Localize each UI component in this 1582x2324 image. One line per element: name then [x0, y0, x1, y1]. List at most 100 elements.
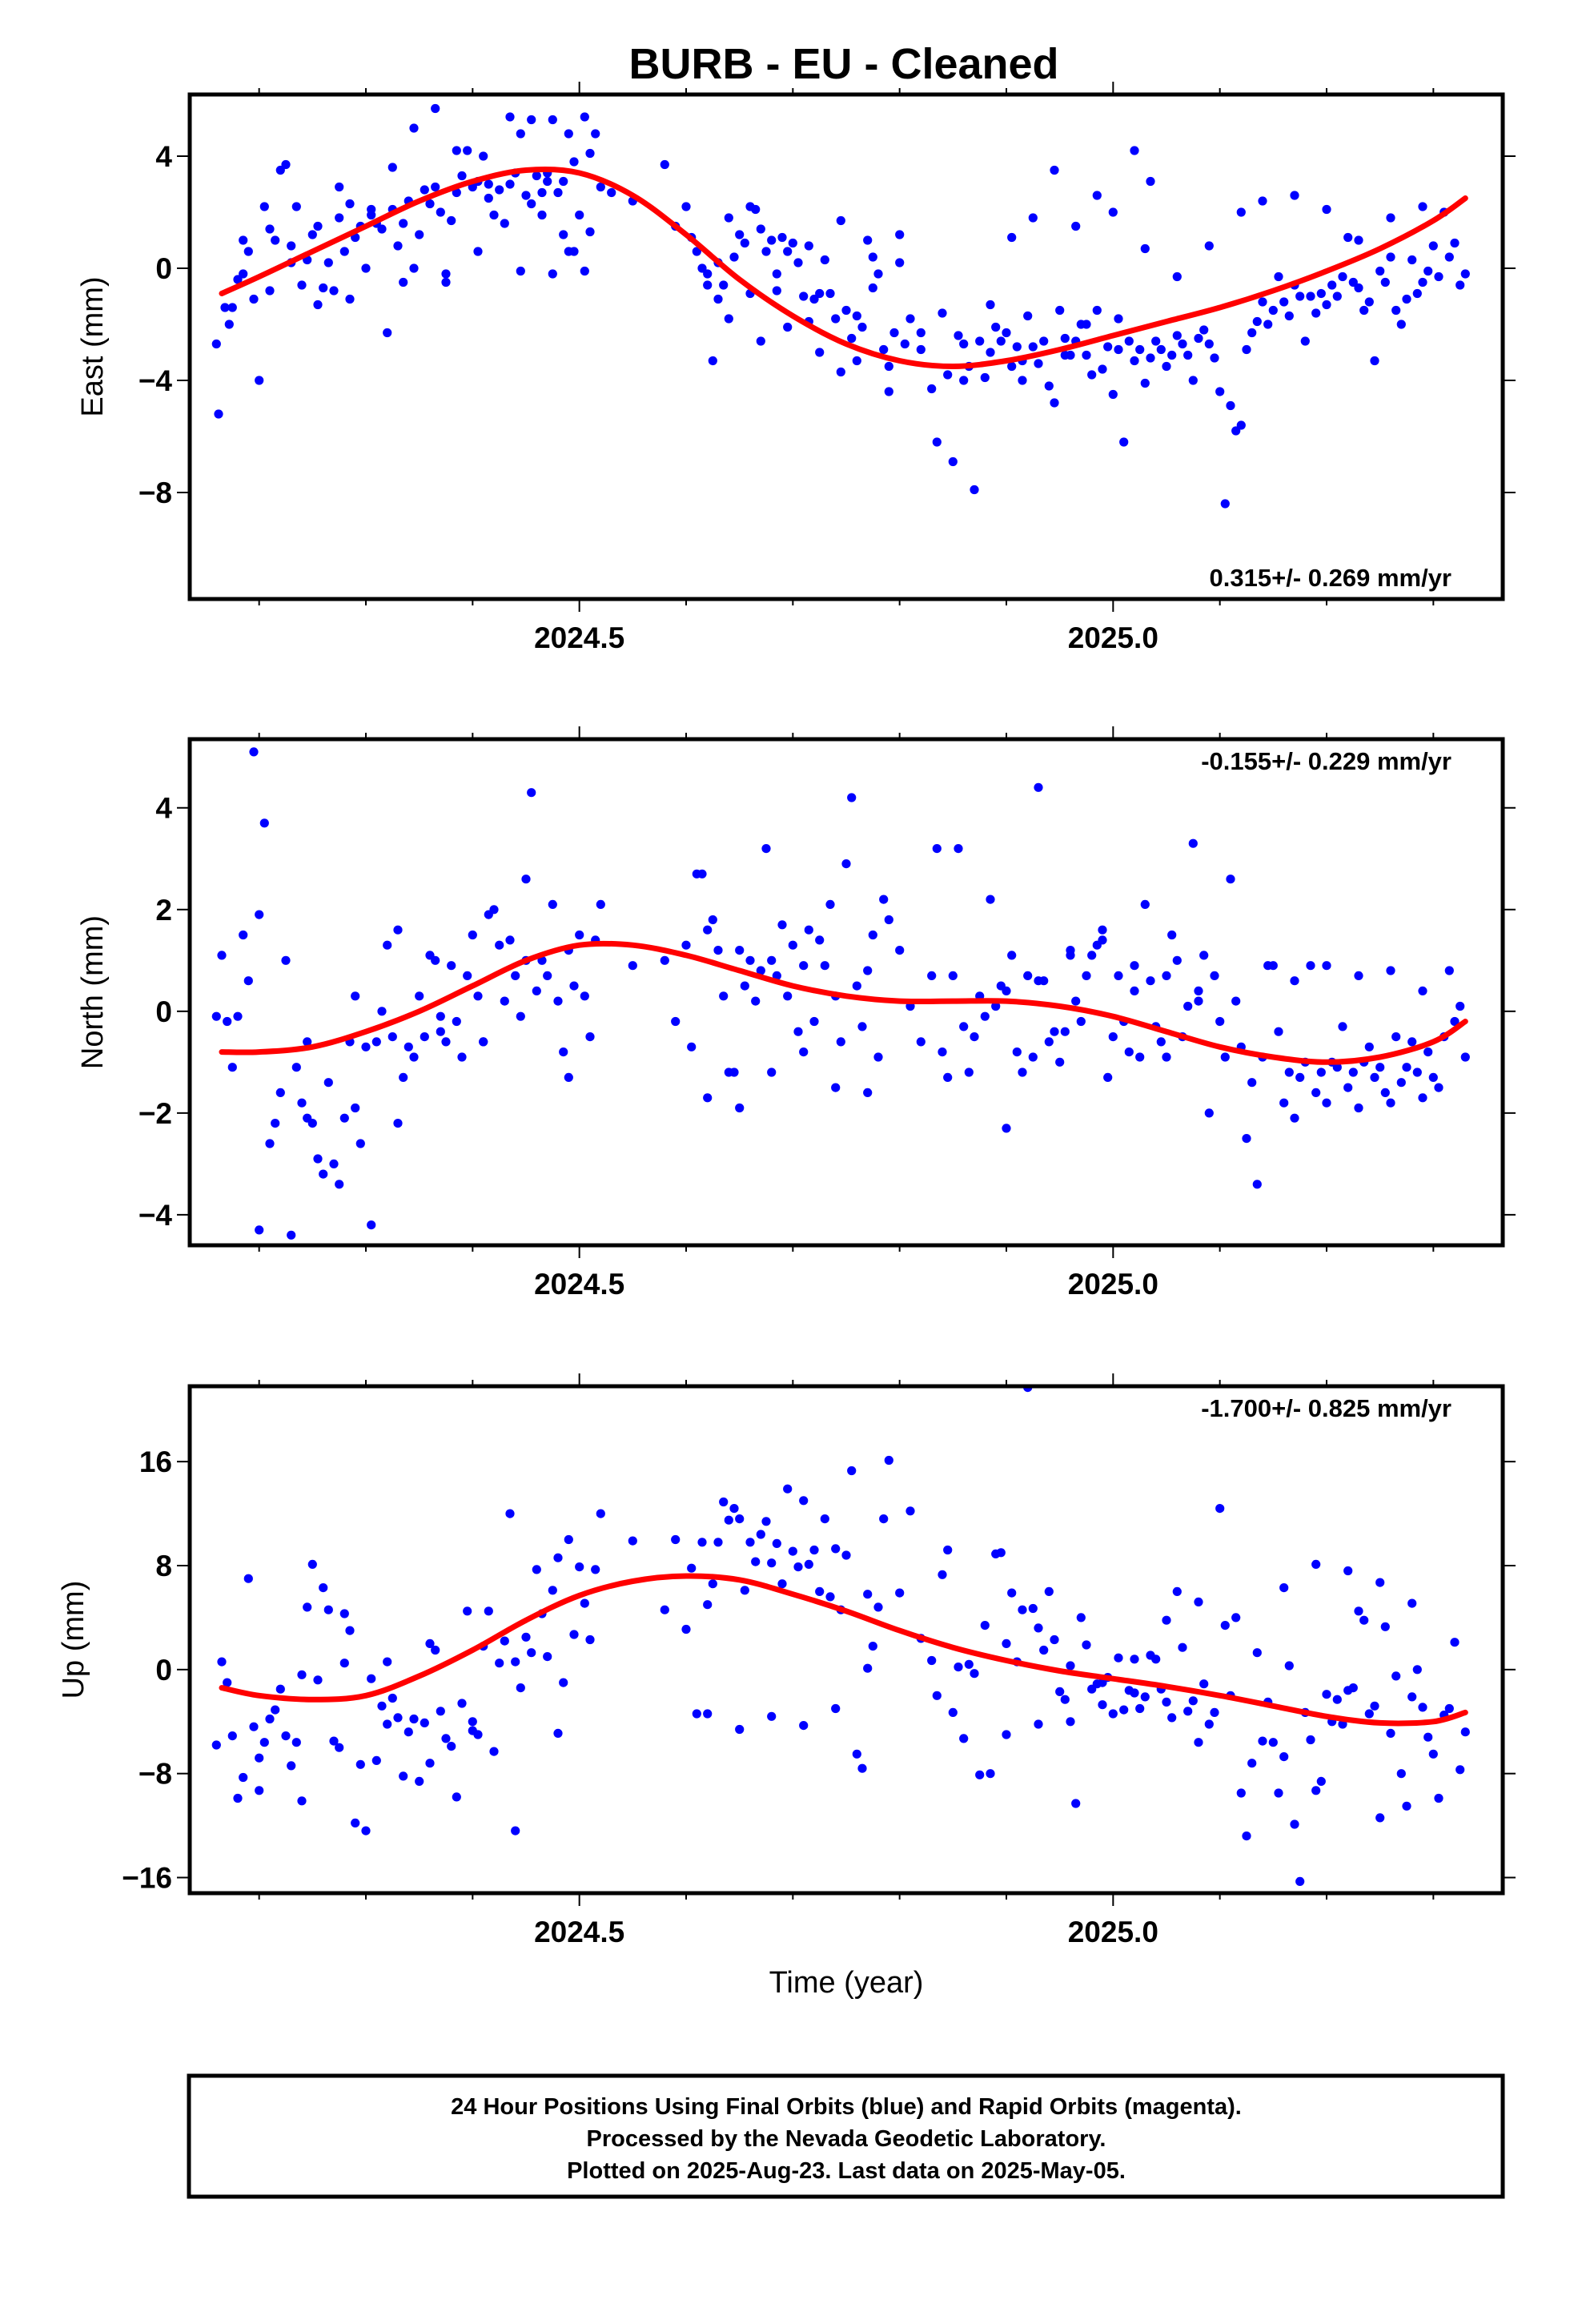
north-data-point [703, 1093, 713, 1103]
up-data-point [313, 1675, 323, 1685]
up-data-point [671, 1534, 681, 1545]
north-data-point [479, 1037, 488, 1047]
up-data-point [393, 1713, 403, 1723]
north-data-point [393, 925, 403, 935]
up-data-point [1028, 1603, 1038, 1614]
north-data-point [783, 991, 793, 1001]
east-data-point [719, 280, 729, 290]
east-data-point [1215, 387, 1225, 396]
up-data-point [1039, 1645, 1049, 1655]
east-velocity-label: 0.315+/- 0.269 mm/yr [1210, 564, 1452, 592]
east-data-point [1044, 381, 1054, 391]
north-data-point [527, 788, 536, 798]
east-data-point [916, 344, 926, 355]
up-data-point [297, 1670, 307, 1679]
north-data-point [1183, 1001, 1193, 1011]
east-data-point [585, 148, 595, 159]
north-data-point [1354, 971, 1363, 980]
up-data-point [975, 1770, 985, 1779]
north-data-point [1418, 1093, 1427, 1103]
north-data-point [580, 991, 589, 1001]
up-data-point [1060, 1695, 1070, 1704]
up-data-point [879, 1514, 889, 1524]
north-data-point [1071, 996, 1081, 1006]
east-data-point [239, 235, 248, 245]
east-data-point [1023, 311, 1033, 321]
east-data-point [307, 230, 317, 239]
up-data-point [436, 1707, 445, 1716]
north-data-point [1284, 1068, 1294, 1077]
east-data-point [1204, 241, 1214, 251]
east-data-point [905, 314, 915, 324]
east-data-point [1322, 300, 1331, 310]
north-data-point [1220, 1052, 1230, 1062]
east-data-point [857, 322, 867, 332]
east-data-point [799, 292, 809, 301]
east-data-point [383, 328, 392, 338]
up-data-point [580, 1598, 589, 1608]
north-data-point [1428, 1072, 1438, 1082]
east-data-point [441, 277, 451, 287]
up-data-point [1108, 1709, 1118, 1719]
up-data-point [1002, 1638, 1011, 1648]
up-data-point [527, 1648, 536, 1658]
east-data-point [970, 485, 979, 495]
east-data-point [959, 339, 969, 349]
up-y-tick-label: 0 [155, 1654, 172, 1687]
up-data-point [484, 1606, 493, 1616]
east-data-point [852, 311, 861, 321]
east-data-point [847, 333, 857, 344]
north-data-point [1231, 996, 1241, 1006]
north-data-point [1199, 951, 1209, 960]
east-data-point [1370, 356, 1379, 366]
east-data-point [339, 247, 349, 256]
north-y-ticks [177, 806, 1516, 1216]
north-data-point [351, 991, 360, 1001]
up-data-point [1279, 1583, 1289, 1593]
east-data-point [1194, 333, 1203, 344]
up-data-point [1114, 1653, 1123, 1663]
east-data-point [1108, 207, 1118, 217]
east-data-point [516, 129, 525, 139]
north-data-point [377, 1007, 387, 1016]
up-data-point [511, 1657, 520, 1667]
up-fit-curve [219, 1573, 1468, 1727]
east-data-point [1236, 420, 1246, 430]
up-data-point [1258, 1736, 1267, 1746]
up-data-point [259, 1738, 269, 1747]
north-data-point [938, 1047, 947, 1057]
up-data-point [1444, 1703, 1454, 1714]
up-x-tick-label: 2025.0 [1068, 1916, 1158, 1948]
up-data-point [1418, 1703, 1427, 1712]
up-data-point [323, 1605, 333, 1614]
north-data-point [1124, 1047, 1134, 1057]
up-y-tick-label: 16 [139, 1445, 172, 1478]
east-data-point [1114, 314, 1123, 324]
up-data-point [1071, 1799, 1081, 1808]
east-data-point [879, 344, 889, 355]
north-data-point [404, 1042, 413, 1051]
north-data-point [895, 946, 905, 955]
up-data-point [1018, 1605, 1027, 1614]
north-data-point [954, 844, 963, 854]
east-data-point [313, 221, 323, 231]
up-data-point [868, 1642, 877, 1651]
east-data-point [377, 224, 387, 234]
north-data-point [297, 1098, 307, 1108]
north-data-point [681, 940, 691, 950]
east-data-point [548, 115, 557, 125]
up-data-point [371, 1755, 381, 1765]
north-data-point [355, 1139, 365, 1148]
north-data-point [393, 1119, 403, 1128]
up-data-point [932, 1691, 942, 1700]
up-data-point [1428, 1749, 1438, 1759]
north-data-point [532, 986, 541, 995]
up-data-point [954, 1663, 963, 1672]
up-data-point [1386, 1728, 1395, 1738]
north-data-point [671, 1016, 681, 1027]
up-data-point [938, 1570, 947, 1579]
up-data-point [996, 1548, 1006, 1558]
east-data-point [1082, 320, 1091, 329]
up-data-point [585, 1634, 595, 1645]
north-velocity-label: -0.155+/- 0.229 mm/yr [1201, 747, 1452, 775]
